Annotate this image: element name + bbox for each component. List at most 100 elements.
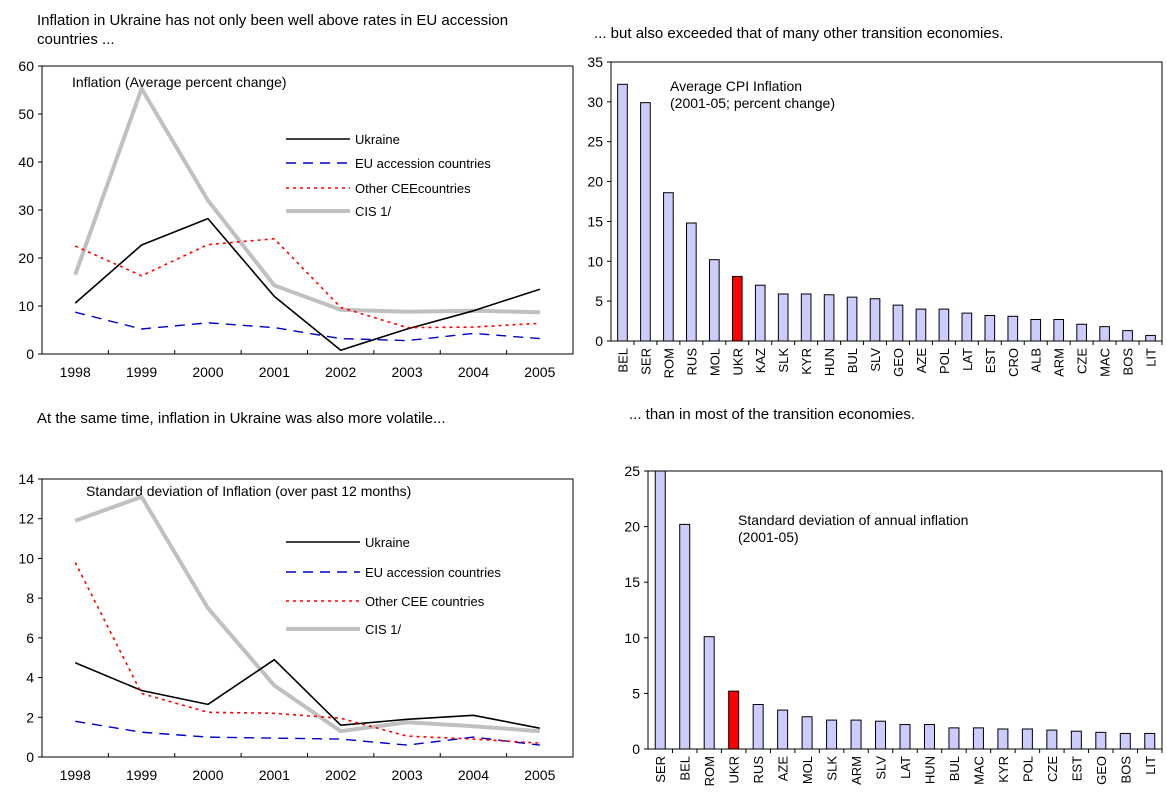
x-tick-label: MAC	[1098, 348, 1113, 377]
legend-label: Other CEEcountries	[355, 181, 471, 196]
series-line	[73, 86, 540, 315]
y-tick-label: 0	[595, 333, 603, 349]
bar	[915, 308, 927, 342]
x-tick-label: 2005	[524, 364, 555, 380]
y-tick-label: 10	[587, 253, 603, 269]
x-tick-label: AZE	[776, 756, 791, 782]
y-tick-label: 0	[632, 741, 640, 757]
x-tick-label: 2003	[391, 364, 422, 380]
chart-c4: 0 5 10 15 20 25 Standard deviation of annual i…	[624, 463, 1163, 786]
bar	[679, 523, 691, 750]
bar	[948, 727, 960, 750]
y-tick-label: 14	[18, 471, 34, 487]
y-tick-label: 10	[18, 550, 34, 566]
series-line	[74, 238, 540, 329]
bar	[801, 716, 813, 750]
x-tick-label: BUL	[947, 756, 962, 781]
legend-label: EU accession countries	[365, 565, 501, 580]
bar	[1070, 730, 1082, 750]
x-tick-label: BEL	[678, 756, 693, 781]
chart-title: Standard deviation of annual inflation (2…	[738, 512, 968, 545]
y-tick-label: 5	[595, 293, 603, 309]
bar	[1144, 732, 1156, 750]
x-tick-label: SER	[638, 348, 653, 375]
bar	[663, 192, 674, 342]
bar	[686, 222, 697, 342]
x-tick-label: HUN	[822, 348, 837, 376]
bar	[1122, 330, 1133, 342]
x-tick-label: 1998	[60, 364, 91, 380]
bar	[869, 298, 881, 342]
bar	[850, 719, 862, 750]
bar	[777, 709, 789, 750]
bar	[654, 470, 666, 750]
bar	[1119, 732, 1131, 750]
x-tick-label: HUN	[923, 756, 938, 784]
x-tick-label: SER	[653, 756, 668, 783]
bar	[892, 304, 904, 342]
bar	[1007, 315, 1019, 342]
y-tick-label: 8	[26, 590, 34, 606]
x-tick-label: 2004	[458, 364, 489, 380]
x-tick-label: 2004	[458, 767, 489, 783]
bar	[640, 102, 651, 342]
caption-top-right: ... but also exceeded that of many other…	[594, 25, 1004, 42]
bar	[938, 308, 950, 342]
legend-label: CIS 1/	[365, 622, 402, 637]
x-tick-label: 1999	[126, 767, 157, 783]
y-tick-label: 0	[26, 749, 34, 765]
bar	[875, 720, 887, 750]
x-tick-label: MOL	[707, 348, 722, 376]
y-tick-label: 2	[26, 709, 34, 725]
bar	[1145, 334, 1156, 342]
x-tick-label: LIT	[1143, 756, 1158, 775]
x-tick-label: KYR	[996, 756, 1011, 783]
caption-top-left: Inflation in Ukraine has not only been w…	[37, 12, 509, 48]
x-tick-label: CRO	[1006, 348, 1021, 377]
bar	[1053, 318, 1065, 342]
y-tick-label: 0	[26, 346, 34, 362]
x-tick-label: 2000	[192, 364, 223, 380]
y-tick-label: 6	[26, 630, 34, 646]
y-tick-label: 25	[587, 134, 603, 150]
legend-label: EU accession countries	[355, 156, 491, 171]
x-tick-label: GEO	[1094, 756, 1109, 785]
x-tick-label: BOS	[1121, 348, 1136, 376]
bar	[923, 724, 935, 750]
x-tick-label: MOL	[800, 756, 815, 784]
bar	[961, 312, 973, 342]
x-tick-label: 2000	[192, 767, 223, 783]
bar	[997, 728, 1009, 750]
x-tick-label: EST	[983, 348, 998, 373]
bar	[1076, 323, 1087, 342]
bar	[728, 690, 740, 750]
x-tick-label: CZE	[1045, 756, 1060, 782]
chart-title: Standard deviation of Inflation (over pa…	[86, 483, 411, 499]
x-tick-label: 2005	[524, 767, 555, 783]
x-tick-label: SLK	[825, 756, 840, 781]
bar	[826, 719, 838, 750]
series-line	[74, 217, 541, 352]
x-tick-label: ROM	[702, 756, 717, 786]
legend-label: Other CEE countries	[365, 594, 485, 609]
x-tick-label: BOS	[1118, 756, 1133, 784]
x-tick-label: BUL	[845, 348, 860, 373]
y-tick-label: 30	[587, 94, 603, 110]
x-tick-label: 2002	[325, 767, 356, 783]
x-tick-label: 2001	[259, 767, 290, 783]
y-tick-label: 30	[18, 202, 34, 218]
bar	[703, 636, 715, 750]
bar	[899, 724, 911, 750]
y-tick-label: 60	[18, 58, 34, 74]
bar	[1021, 728, 1033, 750]
y-tick-label: 15	[624, 574, 640, 590]
x-tick-label: CZE	[1075, 348, 1090, 374]
bar	[777, 293, 789, 342]
bar	[800, 293, 812, 342]
x-tick-label: SLV	[868, 348, 883, 372]
x-tick-label: RUS	[684, 348, 699, 376]
x-tick-label: ROM	[661, 348, 676, 378]
bar	[754, 284, 766, 342]
x-tick-label: 1999	[126, 364, 157, 380]
